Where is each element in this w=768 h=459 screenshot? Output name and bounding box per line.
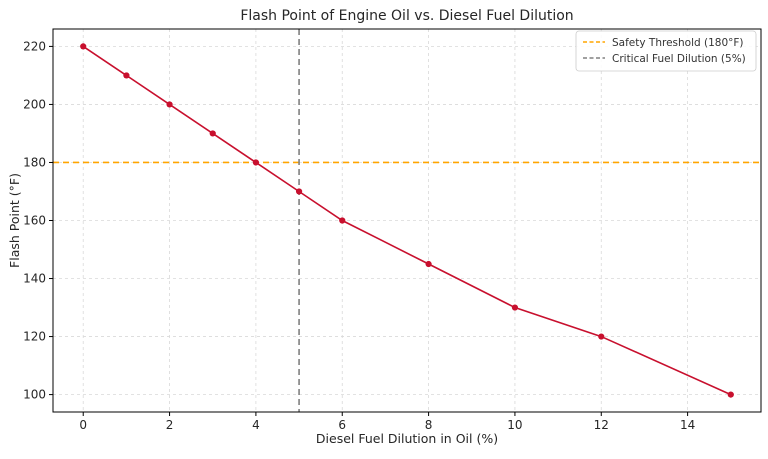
legend-label: Critical Fuel Dilution (5%)	[612, 53, 746, 65]
data-point	[727, 391, 734, 398]
x-tick-label: 4	[252, 418, 260, 432]
data-point	[339, 217, 346, 224]
y-tick-label: 220	[23, 39, 46, 53]
data-point	[209, 130, 216, 137]
reference-lines	[53, 29, 761, 412]
data-point	[511, 304, 519, 311]
data-point	[80, 43, 87, 50]
data-point	[252, 159, 260, 166]
chart-title: Flash Point of Engine Oil vs. Diesel Fue…	[240, 8, 573, 24]
data-point	[123, 72, 130, 79]
x-axis-ticks: 0 2 4 6 8 10 12 14	[79, 412, 695, 432]
x-tick-label: 0	[79, 418, 87, 432]
x-tick-label: 14	[680, 418, 695, 432]
y-tick-label: 100	[23, 388, 46, 402]
y-tick-label: 200	[23, 97, 46, 111]
x-tick-label: 2	[166, 418, 174, 432]
y-tick-label: 120	[23, 330, 46, 344]
y-axis-ticks: 100 120 140 160 180 200 220	[23, 39, 53, 402]
y-tick-label: 160	[23, 214, 46, 228]
data-point	[295, 188, 303, 195]
x-tick-label: 6	[338, 418, 346, 432]
x-tick-label: 8	[425, 418, 433, 432]
x-tick-label: 12	[594, 418, 609, 432]
y-axis-label: Flash Point (°F)	[7, 173, 22, 268]
x-tick-label: 10	[507, 418, 522, 432]
data-point	[166, 101, 173, 108]
data-series	[80, 43, 734, 398]
y-tick-label: 140	[23, 272, 46, 286]
data-point	[598, 333, 605, 340]
data-point	[425, 260, 432, 268]
legend-label: Safety Threshold (180°F)	[612, 37, 744, 49]
legend-box	[575, 30, 757, 72]
grid	[53, 29, 761, 412]
y-tick-label: 180	[23, 155, 46, 169]
legend: Safety Threshold (180°F) Critical Fuel Di…	[575, 30, 757, 72]
x-axis-label: Diesel Fuel Dilution in Oil (%)	[316, 431, 498, 446]
